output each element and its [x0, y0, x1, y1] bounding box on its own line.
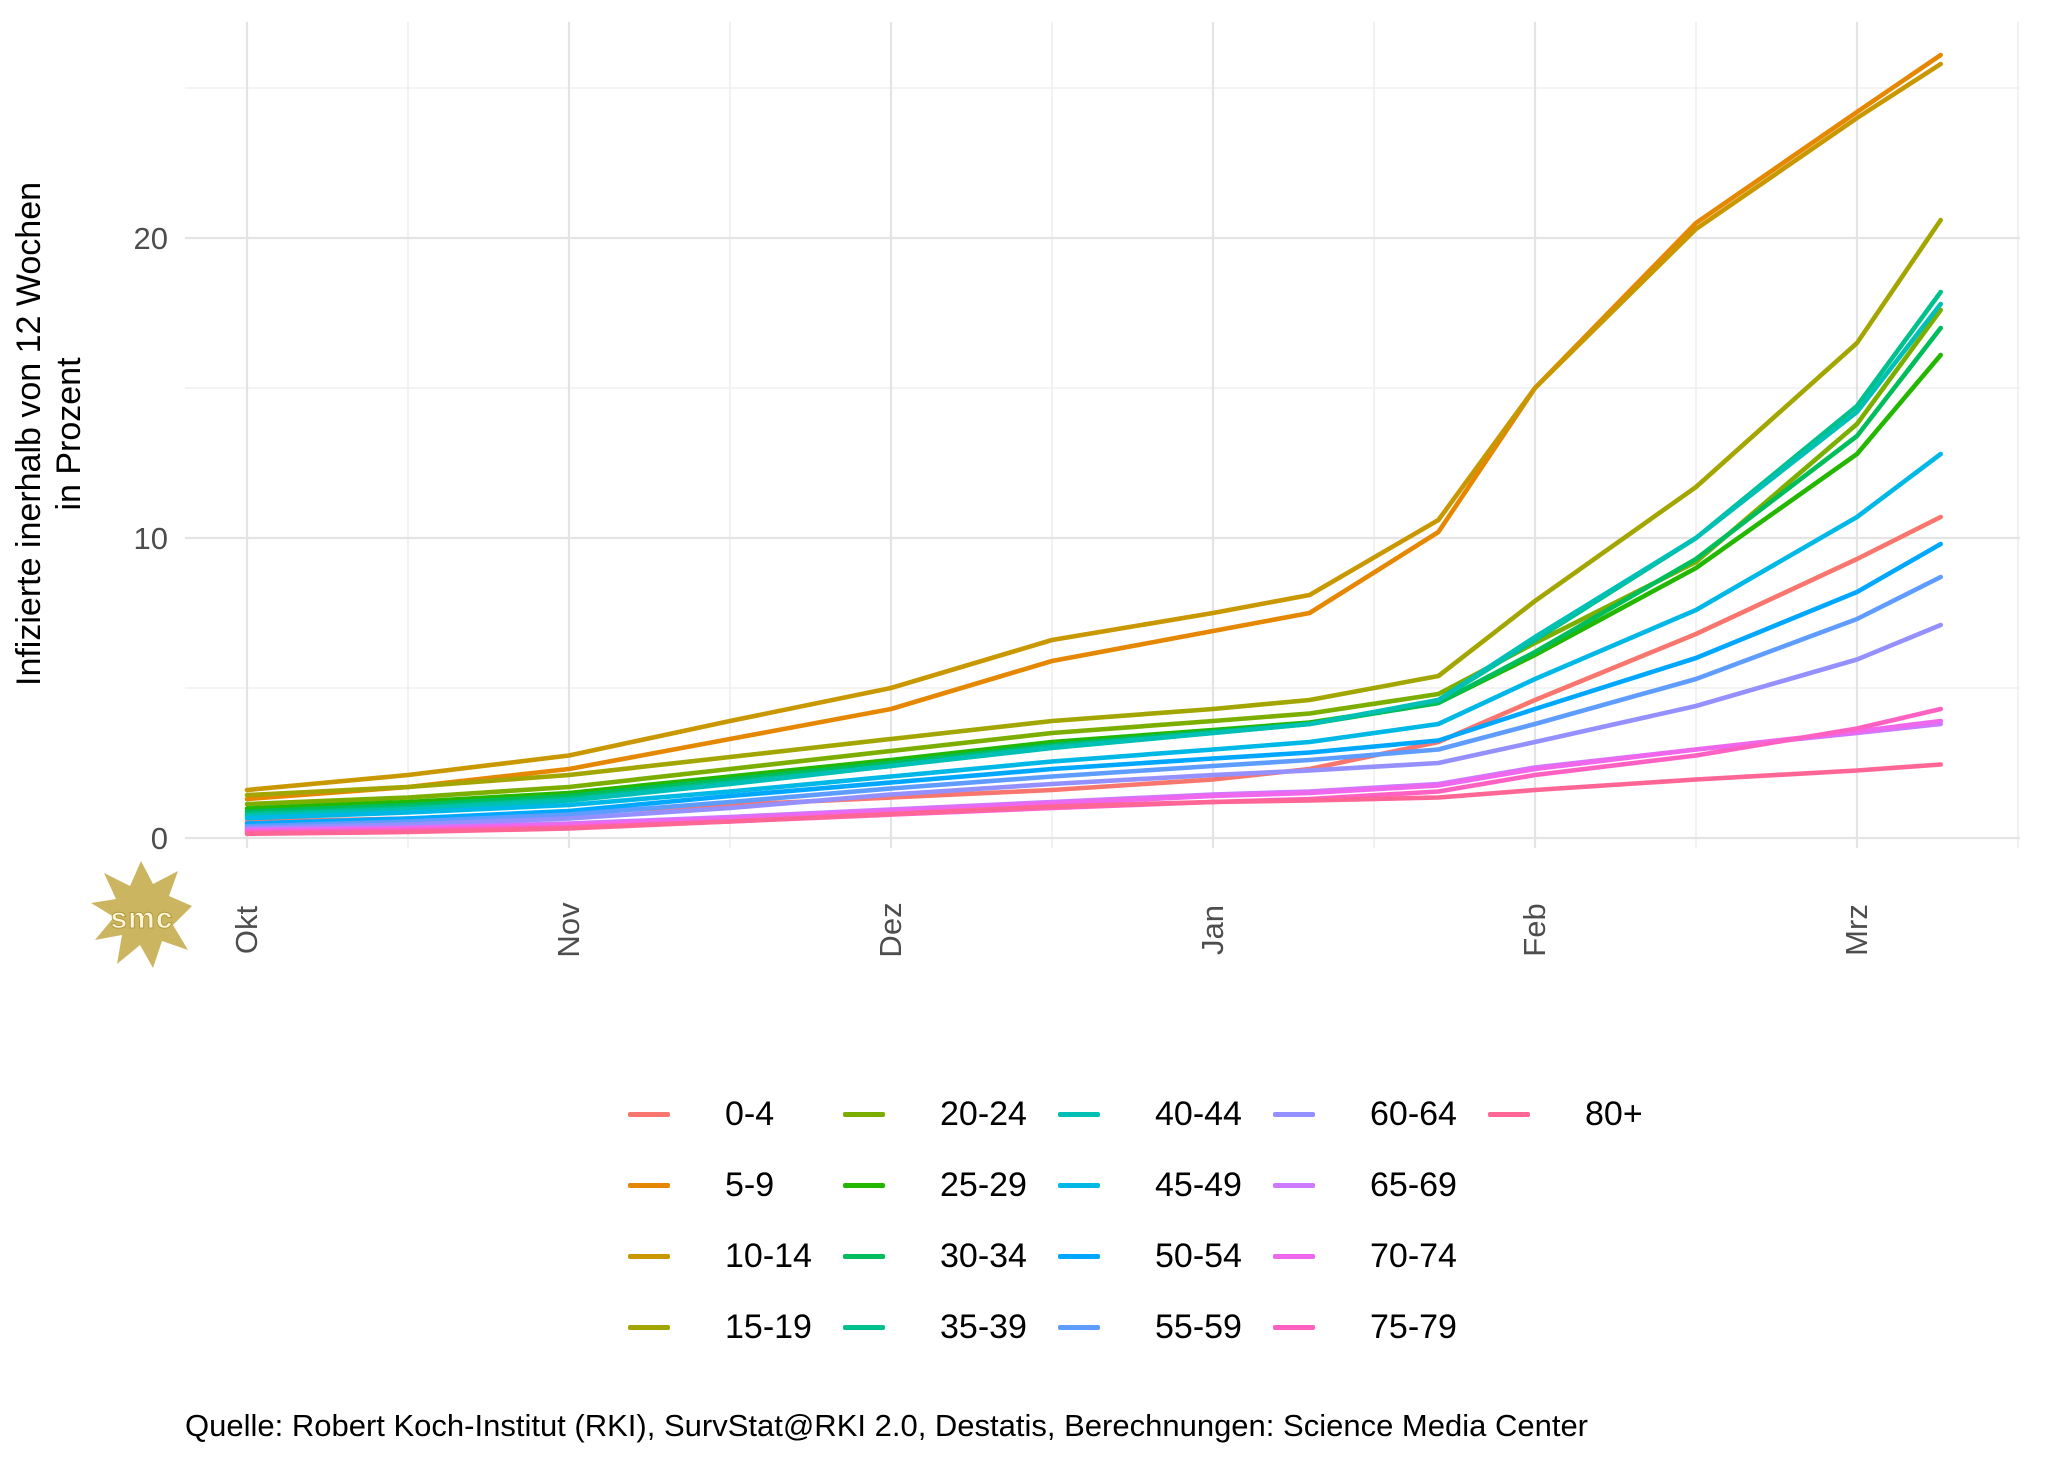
legend-label-35-39: 35-39 [940, 1308, 1027, 1346]
legend-item-35-39: 35-39 [843, 1305, 1027, 1349]
legend-label-70-74: 70-74 [1370, 1237, 1457, 1275]
legend-item-20-24: 20-24 [843, 1092, 1027, 1136]
legend-item-40-44: 40-44 [1058, 1092, 1242, 1136]
legend-swatch-0-4 [628, 1111, 670, 1117]
legend-label-15-19: 15-19 [725, 1308, 812, 1346]
series-line-40-44 [244, 301, 1943, 819]
legend-swatch-80+ [1488, 1111, 1530, 1117]
series-line-55-59 [244, 574, 1943, 829]
legend-swatch-75-79 [1273, 1324, 1315, 1330]
y-axis-title-line1: Infizierte inerhalb von 12 Wochen [10, 182, 48, 686]
y-tick-label-20: 20 [134, 221, 168, 256]
series-line-70-74 [244, 718, 1943, 833]
watermark-text: smc [110, 902, 173, 935]
legend-label-20-24: 20-24 [940, 1095, 1027, 1133]
legend-item-25-29: 25-29 [843, 1163, 1027, 1207]
legend-item-70-74: 70-74 [1273, 1234, 1457, 1278]
x-tick-label-Nov: Nov [551, 902, 586, 958]
legend-label-60-64: 60-64 [1370, 1095, 1457, 1133]
series-line-45-49 [244, 451, 1943, 821]
legend-swatch-45-49 [1058, 1182, 1100, 1188]
series-line-50-54 [244, 541, 1943, 826]
legend-item-80+: 80+ [1488, 1092, 1643, 1136]
y-axis-tick-labels: 0 10 20 [134, 221, 168, 856]
y-tick-label-0: 0 [151, 821, 168, 856]
legend-swatch-5-9 [628, 1182, 670, 1188]
legend-label-10-14: 10-14 [725, 1237, 812, 1275]
legend-label-75-79: 75-79 [1370, 1308, 1457, 1346]
minor-gridlines [185, 22, 2020, 848]
legend-swatch-35-39 [843, 1324, 885, 1330]
watermark-star-shape [91, 861, 192, 968]
legend-item-45-49: 45-49 [1058, 1163, 1242, 1207]
series-line-60-64 [244, 622, 1943, 831]
x-tick-label-Feb: Feb [1517, 903, 1552, 956]
series-line-20-24 [244, 307, 1943, 807]
legend-swatch-25-29 [843, 1182, 885, 1188]
chart-canvas: 0 10 20 Okt Nov Dez Jan Feb Mrz Infizierte iner… [10, 22, 2020, 968]
x-tick-label-Dez: Dez [873, 902, 908, 957]
legend-item-15-19: 15-19 [628, 1305, 812, 1349]
x-tick-label-Mrz: Mrz [1839, 904, 1874, 956]
legend-swatch-65-69 [1273, 1182, 1315, 1188]
legend-label-45-49: 45-49 [1155, 1166, 1242, 1204]
legend-label-0-4: 0-4 [725, 1095, 775, 1133]
legend-item-75-79: 75-79 [1273, 1305, 1457, 1349]
legend-swatch-20-24 [843, 1111, 885, 1117]
y-tick-label-10: 10 [134, 521, 168, 556]
legend-label-40-44: 40-44 [1155, 1095, 1242, 1133]
series-line-15-19 [244, 217, 1943, 798]
legend-item-55-59: 55-59 [1058, 1305, 1242, 1349]
legend-swatch-55-59 [1058, 1324, 1100, 1330]
legend-item-65-69: 65-69 [1273, 1163, 1457, 1207]
legend-swatch-30-34 [843, 1253, 885, 1259]
legend-label-30-34: 30-34 [940, 1237, 1027, 1275]
legend-item-10-14: 10-14 [628, 1234, 812, 1278]
watermark-logo: smc [91, 861, 192, 968]
legend-swatch-40-44 [1058, 1111, 1100, 1117]
legend-item-50-54: 50-54 [1058, 1234, 1242, 1278]
series-lines [244, 52, 1943, 837]
legend-swatch-15-19 [628, 1324, 670, 1330]
legend-label-80+: 80+ [1585, 1095, 1643, 1133]
legend-label-65-69: 65-69 [1370, 1166, 1457, 1204]
legend-swatch-60-64 [1273, 1111, 1315, 1117]
legend-item-0-4: 0-4 [628, 1092, 774, 1136]
series-line-10-14 [244, 61, 1943, 793]
legend-item-60-64: 60-64 [1273, 1092, 1457, 1136]
x-axis-tick-labels: Okt Nov Dez Jan Feb Mrz [229, 902, 1874, 958]
legend-swatch-50-54 [1058, 1253, 1100, 1259]
series-line-35-39 [244, 289, 1943, 817]
x-tick-label-Okt: Okt [229, 906, 264, 955]
legend-label-25-29: 25-29 [940, 1166, 1027, 1204]
legend-label-50-54: 50-54 [1155, 1237, 1242, 1275]
legend-item-30-34: 30-34 [843, 1234, 1027, 1278]
source-note: Quelle: Robert Koch-Institut (RKI), Surv… [185, 1408, 1589, 1443]
major-gridlines [185, 22, 2020, 848]
series-line-80+ [244, 762, 1943, 837]
legend-label-55-59: 55-59 [1155, 1308, 1242, 1346]
y-axis-title-line2: in Prozent [50, 357, 88, 511]
series-line-5-9 [244, 52, 1943, 802]
legend-item-5-9: 5-9 [628, 1163, 774, 1207]
legend-swatch-10-14 [628, 1253, 670, 1259]
x-tick-label-Jan: Jan [1195, 905, 1230, 955]
legend-label-5-9: 5-9 [725, 1166, 775, 1204]
legend-swatch-70-74 [1273, 1253, 1315, 1259]
